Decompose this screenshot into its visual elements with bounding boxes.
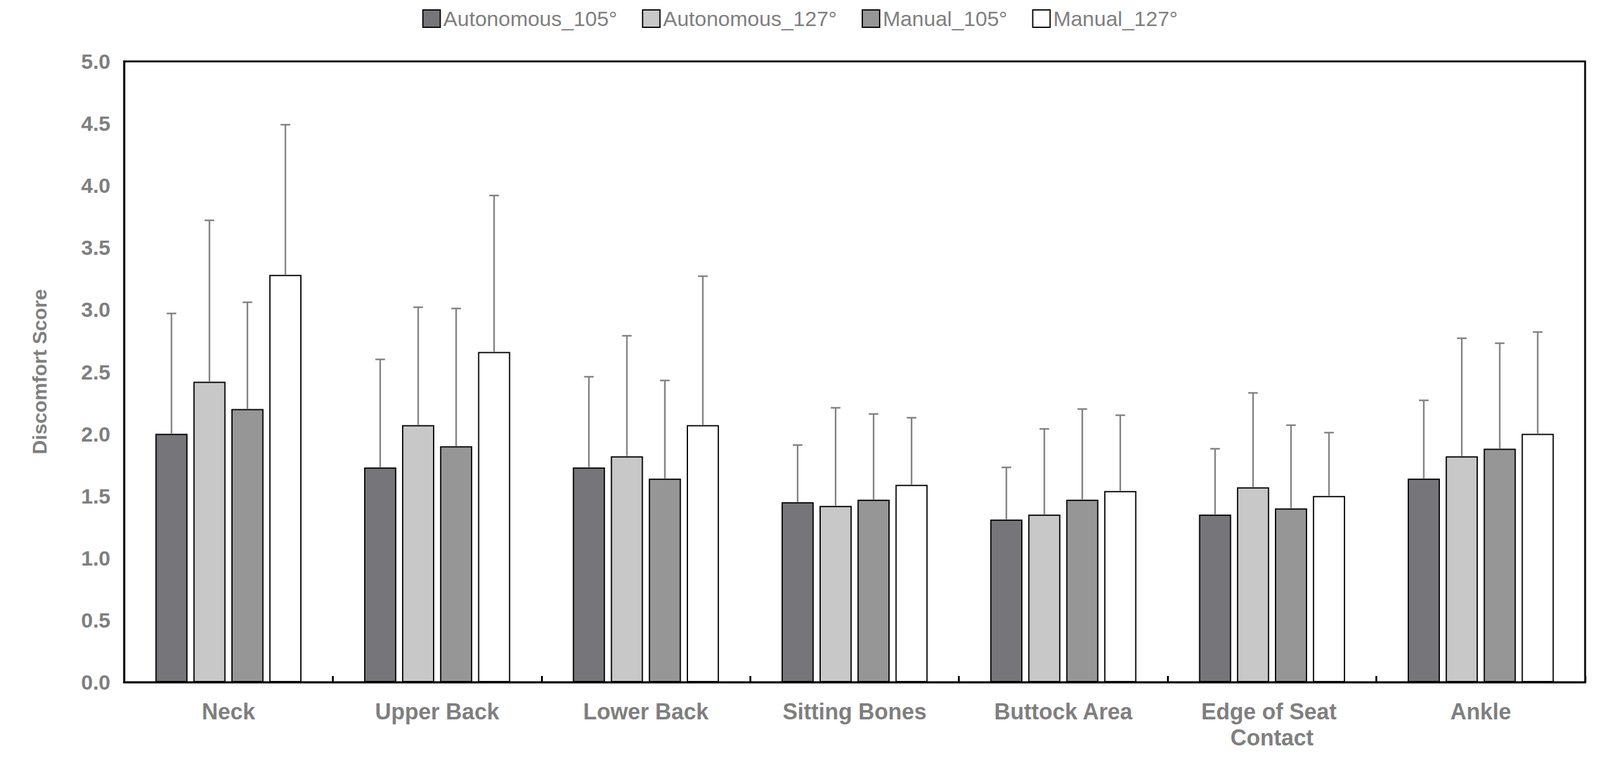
svg-text:3.5: 3.5: [81, 235, 111, 260]
svg-text:Buttock Area: Buttock Area: [994, 699, 1134, 725]
svg-text:Manual_127°: Manual_127°: [1053, 6, 1179, 31]
svg-text:Neck: Neck: [201, 699, 256, 725]
svg-text:4.0: 4.0: [81, 173, 111, 198]
svg-text:Ankle: Ankle: [1450, 699, 1512, 725]
svg-text:1.0: 1.0: [81, 546, 111, 571]
svg-text:Manual_105°: Manual_105°: [882, 6, 1008, 31]
svg-text:Lower Back: Lower Back: [583, 699, 710, 725]
svg-text:4.5: 4.5: [81, 111, 111, 136]
svg-text:0.0: 0.0: [81, 670, 111, 695]
svg-text:Edge of Seat: Edge of Seat: [1201, 699, 1343, 725]
svg-text:3.0: 3.0: [81, 297, 111, 322]
svg-text:Discomfort Score: Discomfort Score: [28, 289, 51, 455]
svg-text:2.5: 2.5: [81, 360, 111, 385]
svg-text:Contact: Contact: [1230, 725, 1314, 751]
svg-text:5.0: 5.0: [81, 49, 111, 74]
svg-text:0.5: 0.5: [81, 608, 111, 633]
svg-text:Autonomous_127°: Autonomous_127°: [663, 6, 837, 31]
svg-text:Sitting Bones: Sitting Bones: [782, 699, 927, 725]
svg-text:2.0: 2.0: [81, 422, 111, 447]
svg-text:Upper Back: Upper Back: [375, 699, 501, 725]
svg-text:Autonomous_105°: Autonomous_105°: [443, 6, 618, 31]
svg-text:1.5: 1.5: [81, 484, 111, 509]
